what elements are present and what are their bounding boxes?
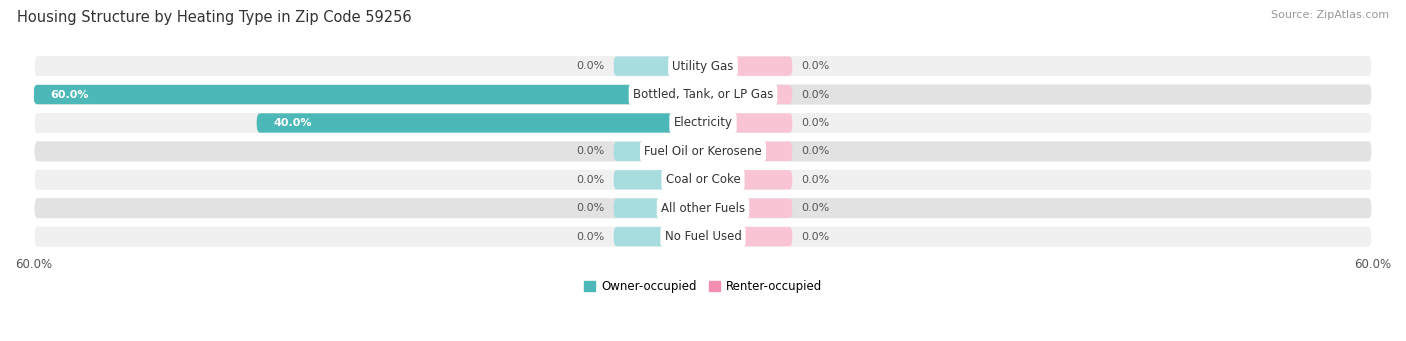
Text: Utility Gas: Utility Gas <box>672 60 734 73</box>
Text: 0.0%: 0.0% <box>801 146 830 157</box>
Text: 0.0%: 0.0% <box>801 175 830 185</box>
FancyBboxPatch shape <box>34 84 1372 106</box>
FancyBboxPatch shape <box>703 113 792 133</box>
FancyBboxPatch shape <box>34 197 1372 219</box>
Text: Coal or Coke: Coal or Coke <box>665 173 741 186</box>
Text: 0.0%: 0.0% <box>801 90 830 100</box>
Text: 0.0%: 0.0% <box>801 61 830 71</box>
Text: 0.0%: 0.0% <box>576 203 605 213</box>
Text: All other Fuels: All other Fuels <box>661 202 745 215</box>
Text: 0.0%: 0.0% <box>576 175 605 185</box>
FancyBboxPatch shape <box>34 112 1372 134</box>
Text: 0.0%: 0.0% <box>801 232 830 242</box>
FancyBboxPatch shape <box>614 57 703 76</box>
Text: 60.0%: 60.0% <box>51 90 89 100</box>
Text: Housing Structure by Heating Type in Zip Code 59256: Housing Structure by Heating Type in Zip… <box>17 10 412 25</box>
Text: Electricity: Electricity <box>673 117 733 130</box>
Text: 0.0%: 0.0% <box>576 61 605 71</box>
Text: 40.0%: 40.0% <box>273 118 312 128</box>
Text: No Fuel Used: No Fuel Used <box>665 230 741 243</box>
FancyBboxPatch shape <box>34 140 1372 162</box>
FancyBboxPatch shape <box>703 227 792 246</box>
FancyBboxPatch shape <box>34 169 1372 191</box>
Text: Fuel Oil or Kerosene: Fuel Oil or Kerosene <box>644 145 762 158</box>
Text: 0.0%: 0.0% <box>576 232 605 242</box>
FancyBboxPatch shape <box>703 198 792 218</box>
Text: Source: ZipAtlas.com: Source: ZipAtlas.com <box>1271 10 1389 20</box>
Legend: Owner-occupied, Renter-occupied: Owner-occupied, Renter-occupied <box>583 280 823 293</box>
Text: 0.0%: 0.0% <box>576 146 605 157</box>
FancyBboxPatch shape <box>34 85 703 104</box>
FancyBboxPatch shape <box>703 85 792 104</box>
Text: 0.0%: 0.0% <box>801 118 830 128</box>
FancyBboxPatch shape <box>34 55 1372 77</box>
Text: Bottled, Tank, or LP Gas: Bottled, Tank, or LP Gas <box>633 88 773 101</box>
FancyBboxPatch shape <box>703 170 792 190</box>
FancyBboxPatch shape <box>703 57 792 76</box>
FancyBboxPatch shape <box>703 142 792 161</box>
FancyBboxPatch shape <box>614 142 703 161</box>
FancyBboxPatch shape <box>614 227 703 246</box>
FancyBboxPatch shape <box>614 170 703 190</box>
FancyBboxPatch shape <box>614 198 703 218</box>
Text: 0.0%: 0.0% <box>801 203 830 213</box>
FancyBboxPatch shape <box>257 113 703 133</box>
FancyBboxPatch shape <box>34 225 1372 248</box>
